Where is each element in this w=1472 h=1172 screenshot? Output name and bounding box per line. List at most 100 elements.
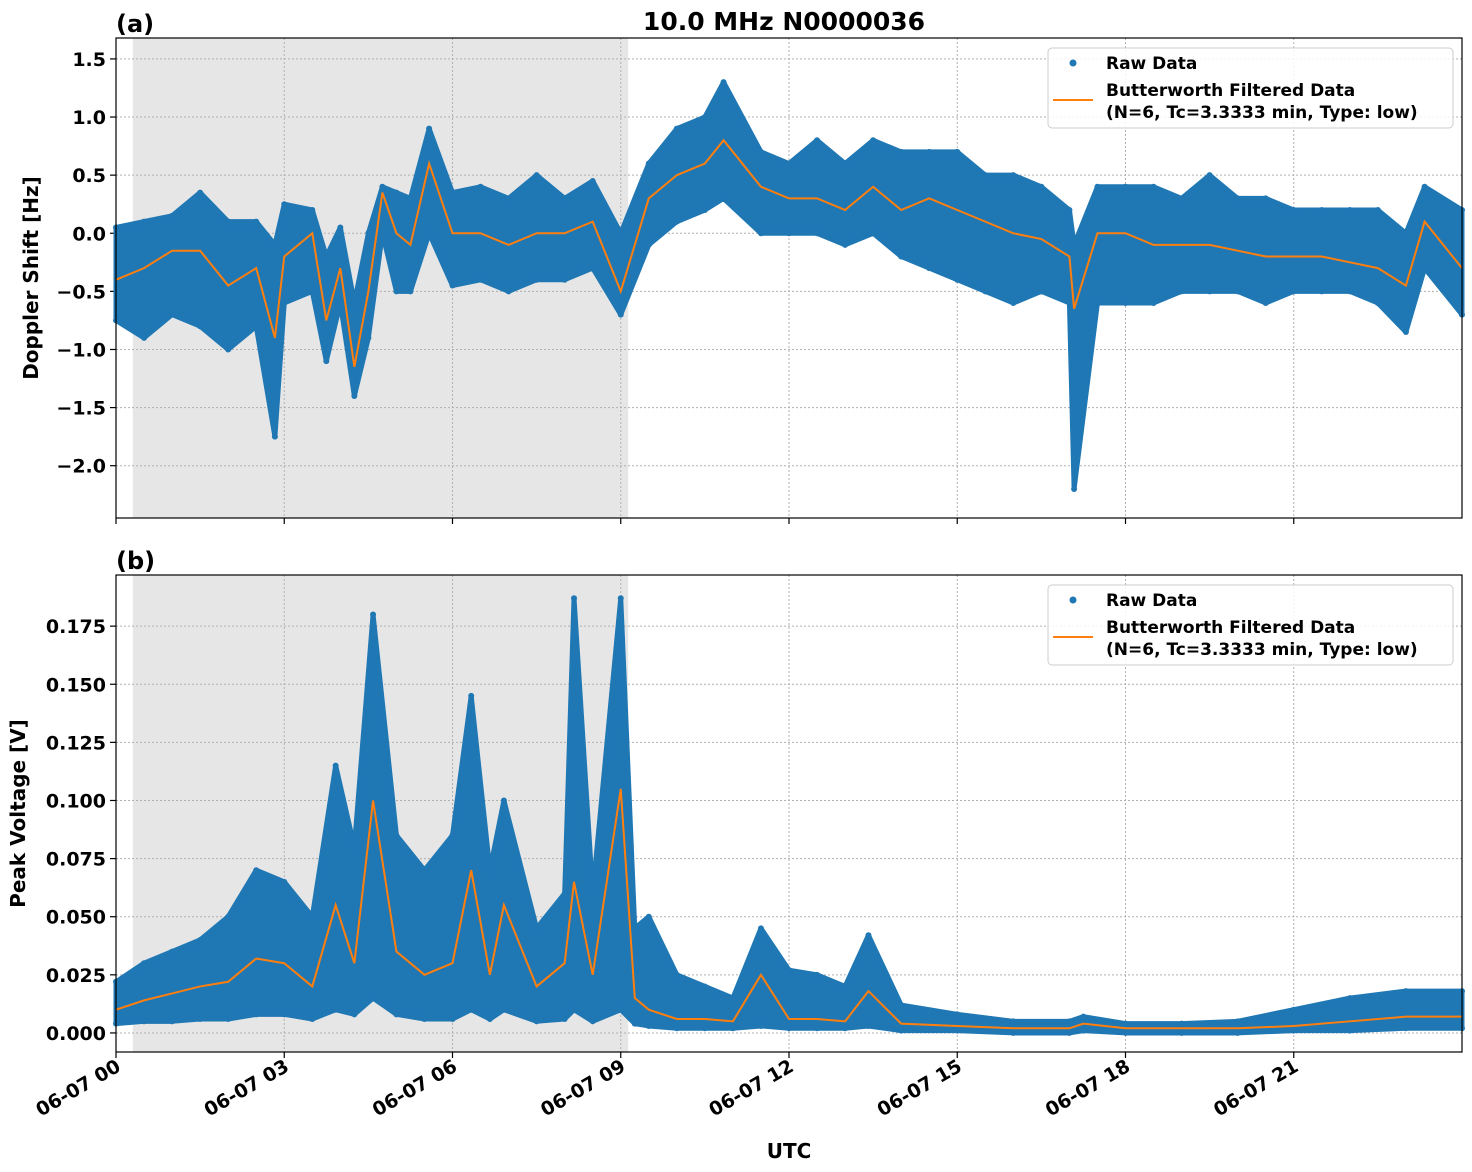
raw-data-point bbox=[701, 114, 708, 121]
raw-data-point bbox=[197, 936, 204, 943]
raw-data-point bbox=[1206, 172, 1213, 179]
raw-data-point bbox=[1178, 1020, 1185, 1027]
raw-data-point bbox=[1290, 1027, 1297, 1034]
raw-data-point bbox=[533, 276, 540, 283]
raw-data-point bbox=[533, 1018, 540, 1025]
raw-data-point bbox=[1290, 288, 1297, 295]
raw-data-point bbox=[701, 983, 708, 990]
raw-data-point bbox=[225, 913, 232, 920]
y-tick-label: 0.5 bbox=[72, 165, 106, 187]
raw-data-point bbox=[253, 1011, 260, 1018]
legend-raw-marker bbox=[1069, 59, 1077, 67]
raw-data-point bbox=[281, 878, 288, 885]
y-tick-label: 0.0 bbox=[72, 223, 106, 245]
raw-data-point bbox=[1010, 1018, 1017, 1025]
raw-data-point bbox=[449, 282, 456, 289]
raw-data-point bbox=[421, 1015, 428, 1022]
chart-title: 10.0 MHz N0000036 bbox=[643, 7, 925, 36]
raw-data-point bbox=[1066, 1018, 1073, 1025]
raw-data-point bbox=[571, 1006, 578, 1013]
y-tick-label: 0.100 bbox=[46, 790, 106, 812]
raw-data-point bbox=[351, 843, 358, 850]
raw-data-point bbox=[1234, 288, 1241, 295]
x-tick-label: 06-07 12 bbox=[705, 1055, 797, 1121]
panel-a: 1.5 1.0 0.5 0.0 −0.5 −1.0 −1.5 −2.0 (a) Doppler S… bbox=[19, 10, 1465, 524]
legend-raw-label: Raw Data bbox=[1106, 54, 1197, 74]
raw-data-point bbox=[407, 288, 414, 295]
raw-data-point bbox=[786, 230, 792, 237]
raw-data-point bbox=[729, 995, 736, 1002]
raw-data-point bbox=[365, 230, 372, 237]
raw-data-point bbox=[421, 867, 428, 874]
raw-data-point bbox=[1010, 299, 1017, 306]
raw-data-point bbox=[786, 160, 792, 167]
raw-data-point bbox=[449, 1015, 456, 1022]
raw-data-point bbox=[197, 1015, 204, 1022]
raw-data-point bbox=[1374, 299, 1381, 306]
raw-data-point bbox=[720, 79, 727, 86]
raw-data-point bbox=[1262, 195, 1269, 202]
raw-data-point bbox=[1374, 207, 1381, 214]
legend: Raw Data Butterworth Filtered Data(N=6, T… bbox=[1047, 584, 1454, 666]
raw-data-point bbox=[1290, 1006, 1297, 1013]
raw-data-point bbox=[281, 1011, 288, 1018]
raw-data-point bbox=[309, 288, 316, 295]
raw-data-point bbox=[1178, 1029, 1185, 1036]
raw-data-point bbox=[673, 1025, 680, 1032]
raw-data-point bbox=[169, 212, 176, 219]
y-tick-label: −1.0 bbox=[56, 339, 106, 361]
legend: Raw Data Butterworth Filtered Data(N=6, T… bbox=[1047, 47, 1454, 129]
y-tick-label: 0.075 bbox=[46, 849, 106, 871]
raw-data-point bbox=[870, 137, 877, 144]
raw-data-point bbox=[281, 201, 288, 208]
raw-data-point bbox=[477, 276, 484, 283]
legend-box bbox=[1047, 584, 1454, 666]
raw-data-point bbox=[645, 1022, 652, 1029]
raw-data-point bbox=[332, 762, 339, 769]
raw-data-point bbox=[500, 1006, 507, 1013]
y-tick-label: −1.5 bbox=[56, 398, 106, 420]
raw-data-point bbox=[332, 1006, 339, 1013]
raw-data-point bbox=[842, 1025, 849, 1032]
raw-data-point bbox=[814, 971, 821, 978]
raw-data-point bbox=[589, 177, 596, 184]
raw-data-point bbox=[1346, 995, 1353, 1002]
raw-data-point bbox=[169, 1018, 176, 1025]
raw-data-point bbox=[954, 1027, 961, 1034]
raw-data-point bbox=[426, 230, 433, 237]
raw-data-point bbox=[253, 867, 260, 874]
raw-data-point bbox=[351, 299, 358, 306]
raw-data-point bbox=[323, 358, 330, 365]
raw-data-point bbox=[617, 311, 624, 318]
raw-data-point bbox=[701, 207, 708, 214]
raw-data-point bbox=[1206, 288, 1213, 295]
raw-data-point bbox=[1010, 1029, 1017, 1036]
raw-data-point bbox=[1178, 195, 1185, 202]
x-tick-label: 06-07 09 bbox=[537, 1055, 629, 1121]
filtered-data-line bbox=[115, 788, 1462, 1030]
raw-data-point bbox=[393, 189, 400, 196]
raw-data-point bbox=[1178, 288, 1185, 295]
raw-data-point bbox=[533, 925, 540, 932]
raw-data-point bbox=[1421, 265, 1428, 272]
raw-data-point bbox=[617, 595, 624, 602]
raw-data-point bbox=[271, 241, 278, 248]
raw-data-point bbox=[468, 1006, 475, 1013]
raw-data-point bbox=[786, 967, 792, 974]
raw-data-point bbox=[365, 334, 372, 341]
raw-data-point bbox=[954, 148, 961, 155]
raw-data-point bbox=[225, 346, 232, 353]
raw-data-point bbox=[351, 392, 358, 399]
raw-data-point bbox=[1122, 183, 1129, 190]
raw-data-point bbox=[842, 241, 849, 248]
raw-data-point bbox=[870, 230, 877, 237]
raw-data-point bbox=[1150, 299, 1157, 306]
raw-data-point bbox=[631, 925, 638, 932]
raw-data-point bbox=[253, 323, 260, 330]
x-axis-label: UTC bbox=[767, 1139, 812, 1163]
legend-box bbox=[1047, 47, 1454, 129]
y-tick-label: −0.5 bbox=[56, 281, 106, 303]
x-tick-label: 06-07 15 bbox=[873, 1055, 965, 1121]
raw-data-point bbox=[141, 960, 148, 967]
